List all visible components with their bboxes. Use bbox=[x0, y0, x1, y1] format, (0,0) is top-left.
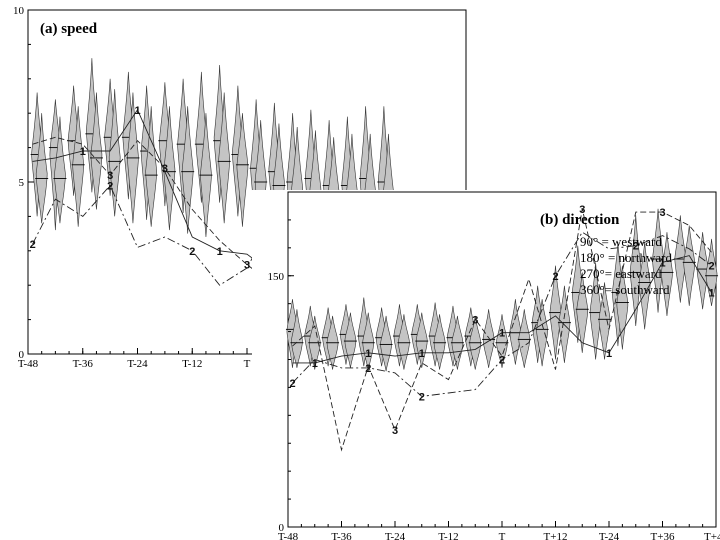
direction-violins bbox=[285, 208, 719, 372]
speed-x-tick-label: T-36 bbox=[73, 358, 94, 370]
speed-y-tick-label: 5 bbox=[19, 177, 25, 189]
direction-x-tick-label: T+48 bbox=[704, 531, 720, 540]
direction-series-1-marker: 1 bbox=[709, 288, 715, 300]
direction-violin bbox=[291, 309, 303, 368]
direction-violin bbox=[638, 242, 651, 330]
speed-x-tick-label: T bbox=[244, 358, 251, 370]
speed-x-tick-label: T-48 bbox=[18, 358, 39, 370]
speed-violin bbox=[35, 113, 48, 224]
speed-violin bbox=[218, 92, 230, 224]
speed-violin bbox=[163, 106, 176, 231]
legend-line-southward: 360°= southward bbox=[580, 282, 670, 297]
direction-series-3-line bbox=[292, 208, 712, 452]
direction-series-2-marker: 2 bbox=[419, 391, 425, 403]
direction-series-1-marker: 1 bbox=[660, 257, 666, 269]
speed-x-tick-label: T-12 bbox=[182, 358, 202, 370]
direction-series-2-line bbox=[292, 231, 712, 397]
direction-series-2-marker: 2 bbox=[553, 271, 559, 283]
speed-x-tick-label: T-24 bbox=[127, 358, 148, 370]
direction-violin bbox=[652, 208, 664, 313]
direction-series-2-marker: 2 bbox=[499, 355, 505, 367]
direction-violin bbox=[661, 232, 673, 316]
direction-series-2-marker: 2 bbox=[289, 378, 295, 390]
speed-violin bbox=[54, 116, 66, 224]
direction-series-3-marker: 3 bbox=[579, 204, 585, 216]
direction-violin bbox=[380, 315, 392, 372]
direction-series-2-marker: 2 bbox=[709, 261, 715, 273]
speed-series-2-marker: 2 bbox=[107, 180, 113, 192]
direction-violin bbox=[598, 282, 611, 360]
direction-x-tick-label: T+36 bbox=[651, 531, 675, 540]
direction-series-2-marker: 2 bbox=[633, 241, 639, 253]
speed-series-2-marker: 2 bbox=[189, 246, 195, 258]
direction-series-1-marker: 1 bbox=[499, 328, 505, 340]
direction-series-1-line bbox=[292, 255, 712, 364]
direction-series-3-marker: 3 bbox=[392, 425, 398, 437]
direction-x-tick-label: T-12 bbox=[438, 531, 458, 540]
speed-series-1-marker: 1 bbox=[135, 105, 141, 117]
direction-violin bbox=[482, 309, 495, 368]
direction-violin bbox=[683, 225, 696, 306]
direction-violin bbox=[696, 232, 709, 310]
speed-title: (a) speed bbox=[40, 21, 98, 37]
direction-violin bbox=[362, 312, 375, 372]
direction-y-axis: 0 150 bbox=[268, 191, 294, 534]
speed-series-1-marker: 1 bbox=[80, 146, 86, 158]
direction-x-tick-label: T-48 bbox=[278, 531, 299, 540]
direction-violin bbox=[616, 265, 629, 350]
speed-violin bbox=[72, 106, 84, 227]
direction-panel-background bbox=[252, 190, 720, 540]
speed-series-1-marker: 1 bbox=[217, 246, 223, 258]
direction-violin bbox=[576, 272, 589, 353]
speed-y-axis: 0 5 10 bbox=[13, 5, 34, 361]
speed-series-2-marker: 2 bbox=[30, 239, 36, 251]
speed-series-3-marker: 3 bbox=[244, 260, 250, 272]
speed-violin bbox=[181, 106, 194, 234]
speed-y-tick-label: 10 bbox=[13, 5, 25, 17]
direction-violin bbox=[629, 215, 642, 327]
direction-violin bbox=[705, 238, 718, 306]
direction-violin bbox=[415, 312, 428, 368]
direction-violin bbox=[509, 299, 522, 365]
direction-x-tick-label: T-24 bbox=[385, 531, 406, 540]
direction-y-tick-label: 0 bbox=[279, 522, 285, 534]
direction-x-tick-label: T-36 bbox=[331, 531, 352, 540]
direction-x-tick-label: T+12 bbox=[544, 531, 568, 540]
direction-series-3-marker: 3 bbox=[472, 314, 478, 326]
speed-violin bbox=[145, 106, 157, 227]
speed-series-3-marker: 3 bbox=[107, 170, 113, 182]
legend-line-westward: 90° = westward bbox=[580, 234, 662, 249]
direction-series: 1 1 1 1 1 1 1 2 2 2 2 2 2 2 3 3 3 3 bbox=[289, 204, 715, 452]
direction-series-2-marker: 2 bbox=[365, 363, 371, 375]
direction-violin bbox=[589, 262, 602, 360]
panel-direction: 1 1 1 1 1 1 1 2 2 2 2 2 2 2 3 3 3 3 0 150 T-48 T-36 T-24 T-12… bbox=[252, 190, 720, 540]
legend-line-eastward: 270°= eastward bbox=[580, 266, 662, 281]
speed-series-3-marker: 3 bbox=[162, 163, 168, 175]
direction-series-1-marker: 1 bbox=[606, 348, 612, 360]
speed-y-tick-label: 0 bbox=[19, 349, 25, 361]
direction-series-1-marker: 1 bbox=[365, 348, 371, 360]
direction-x-tick-label: T bbox=[499, 531, 506, 540]
speed-violin bbox=[108, 89, 121, 217]
legend-line-northward: 180° = northward bbox=[580, 250, 672, 265]
direction-legend: 90° = westward 180° = northward 270°= ea… bbox=[580, 234, 672, 297]
direction-violin bbox=[496, 314, 508, 368]
direction-title: (b) direction bbox=[540, 212, 620, 228]
direction-y-tick-label: 150 bbox=[268, 271, 285, 283]
direction-series-3-marker: 3 bbox=[660, 207, 666, 219]
direction-x-axis: T-48 T-36 T-24 T-12 T T+12 T-24 T+36 T+48 bbox=[278, 521, 720, 540]
direction-series-1-marker: 1 bbox=[312, 358, 318, 370]
direction-violin bbox=[433, 314, 446, 370]
direction-series-1-marker: 1 bbox=[419, 348, 425, 360]
speed-violin bbox=[236, 113, 249, 227]
direction-x-tick-label: T-24 bbox=[599, 531, 620, 540]
